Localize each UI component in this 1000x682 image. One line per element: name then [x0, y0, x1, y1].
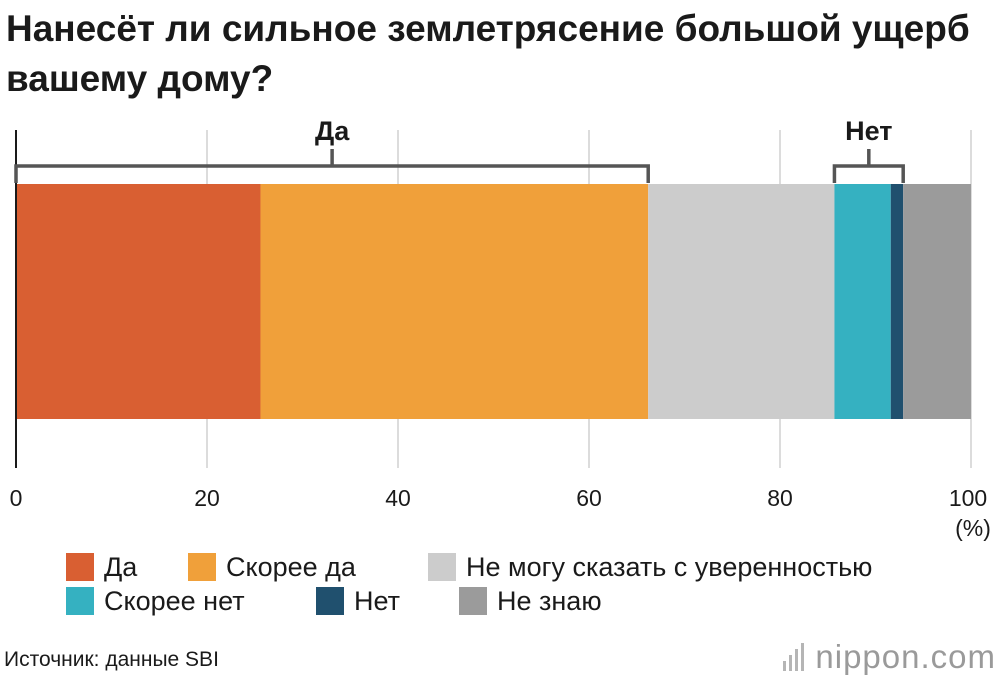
- logo-bars-icon: [783, 643, 807, 671]
- source-note: Источник: данные SBI: [4, 648, 219, 671]
- tick-label: 60: [576, 485, 602, 511]
- group-bracket: [832, 149, 905, 183]
- legend-swatch: [459, 587, 487, 615]
- legend-item-da: Да: [66, 551, 137, 583]
- unit-label: (%): [955, 515, 991, 541]
- bar-segment: [903, 184, 971, 419]
- legend-label: Не знаю: [497, 585, 602, 616]
- bar-segment: [16, 184, 261, 419]
- legend-label: Скорее да: [226, 551, 356, 582]
- legend-swatch: [188, 553, 216, 581]
- bar-segment: [260, 184, 649, 419]
- bar-segment: [890, 184, 904, 419]
- legend-swatch: [66, 553, 94, 581]
- chart-title: Нанесёт ли сильное землетрясение большой…: [6, 8, 970, 99]
- group-label: Нет: [845, 116, 892, 146]
- legend-label: Не могу сказать с уверенностью: [466, 551, 873, 582]
- legend-label: Скорее нет: [104, 585, 245, 616]
- group-label: Да: [315, 116, 350, 146]
- legend-swatch: [66, 587, 94, 615]
- legend-swatch: [316, 587, 344, 615]
- brand-name: nippon.com: [815, 638, 996, 675]
- stacked-bar-chart: Да Нет 0 20 40 60 80 100 (%): [10, 116, 991, 541]
- bar-segment: [648, 184, 835, 419]
- group-bracket: [14, 149, 650, 183]
- legend-swatch: [428, 553, 456, 581]
- tick-label: 80: [767, 485, 793, 511]
- tick-label: 40: [385, 485, 411, 511]
- legend-label: Да: [104, 551, 138, 582]
- tick-label: 100: [949, 485, 987, 511]
- legend-item-ne-znayu: Не знаю: [459, 585, 602, 617]
- nippon-logo: nippon.com: [783, 638, 996, 676]
- legend-item-skoree-da: Скорее да: [188, 551, 356, 583]
- legend-label: Нет: [354, 585, 400, 616]
- legend-item-skoree-net: Скорее нет: [66, 585, 245, 617]
- legend-item-ne-mogu-skazat: Не могу сказать с уверенностью: [428, 551, 872, 583]
- tick-label: 20: [194, 485, 220, 511]
- bar-segment: [834, 184, 891, 419]
- tick-label: 0: [10, 485, 23, 511]
- legend-item-net: Нет: [316, 585, 400, 617]
